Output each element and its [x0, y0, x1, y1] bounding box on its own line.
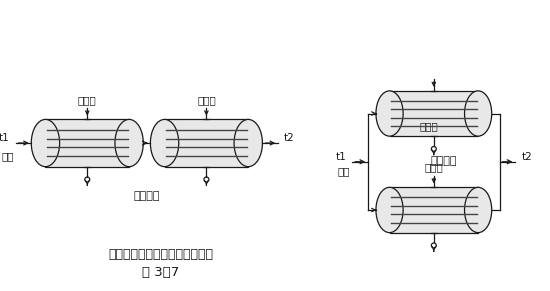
- Text: 空气流量平均分配于两台换热器: 空气流量平均分配于两台换热器: [108, 248, 213, 261]
- Ellipse shape: [234, 119, 262, 167]
- Text: 串联方案: 串联方案: [134, 191, 160, 201]
- Text: 空气: 空气: [338, 166, 350, 177]
- Ellipse shape: [465, 188, 492, 233]
- Ellipse shape: [376, 187, 403, 233]
- Ellipse shape: [31, 119, 59, 167]
- Ellipse shape: [376, 188, 403, 233]
- Text: 水蒸气: 水蒸气: [420, 121, 438, 131]
- Ellipse shape: [465, 91, 492, 136]
- Ellipse shape: [465, 91, 492, 136]
- Text: 空气: 空气: [1, 151, 14, 161]
- Bar: [46, 119, 129, 167]
- Text: t2: t2: [521, 152, 532, 162]
- Ellipse shape: [115, 119, 144, 167]
- Ellipse shape: [151, 120, 179, 166]
- Ellipse shape: [234, 120, 262, 166]
- Text: t1: t1: [0, 133, 9, 143]
- Text: t1: t1: [336, 152, 346, 162]
- Ellipse shape: [150, 119, 179, 167]
- Text: t2: t2: [284, 133, 295, 143]
- Text: 并联方案: 并联方案: [431, 156, 457, 166]
- Bar: [164, 119, 248, 167]
- Bar: [389, 187, 478, 233]
- Text: 水蒸气: 水蒸气: [425, 163, 443, 173]
- Text: 水蒸气: 水蒸气: [197, 95, 216, 105]
- Ellipse shape: [376, 91, 403, 136]
- Ellipse shape: [31, 120, 59, 166]
- Bar: [389, 91, 478, 136]
- Ellipse shape: [115, 120, 143, 166]
- Text: 图 3－7: 图 3－7: [142, 267, 180, 279]
- Ellipse shape: [465, 187, 492, 233]
- Text: 水蒸气: 水蒸气: [78, 95, 97, 105]
- Ellipse shape: [376, 91, 403, 136]
